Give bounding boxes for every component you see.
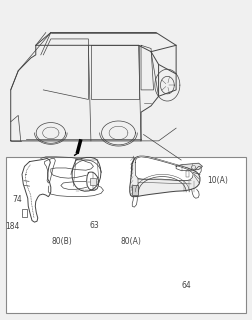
Text: 80(B): 80(B) xyxy=(52,237,73,246)
Polygon shape xyxy=(176,163,202,171)
Text: 74: 74 xyxy=(12,195,22,204)
Polygon shape xyxy=(130,156,200,197)
Polygon shape xyxy=(135,157,193,181)
Bar xyxy=(22,209,27,217)
Bar xyxy=(6,157,246,313)
Text: 64: 64 xyxy=(181,281,191,290)
Text: 80(A): 80(A) xyxy=(120,237,141,246)
Text: 184: 184 xyxy=(5,222,19,231)
Bar xyxy=(132,186,138,195)
Text: 63: 63 xyxy=(90,221,100,230)
Bar xyxy=(90,179,97,186)
Polygon shape xyxy=(87,172,99,190)
Text: 10(A): 10(A) xyxy=(207,176,228,185)
